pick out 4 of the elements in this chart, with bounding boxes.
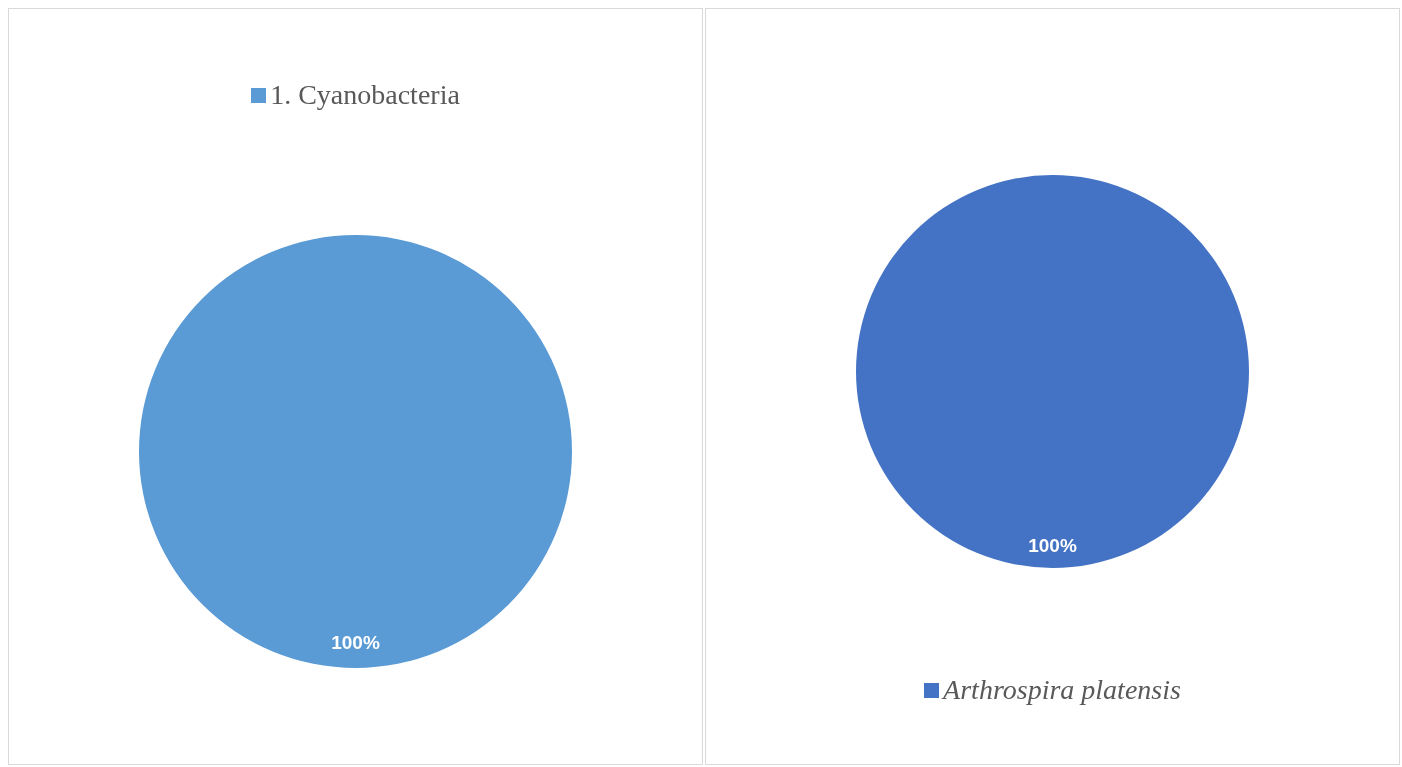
data-label: 100% bbox=[1028, 534, 1077, 556]
data-label: 100% bbox=[331, 632, 380, 654]
legend-label: 1. Cyanobacteria bbox=[269, 79, 460, 110]
legend-label: Arthrospira platensis bbox=[940, 674, 1181, 705]
